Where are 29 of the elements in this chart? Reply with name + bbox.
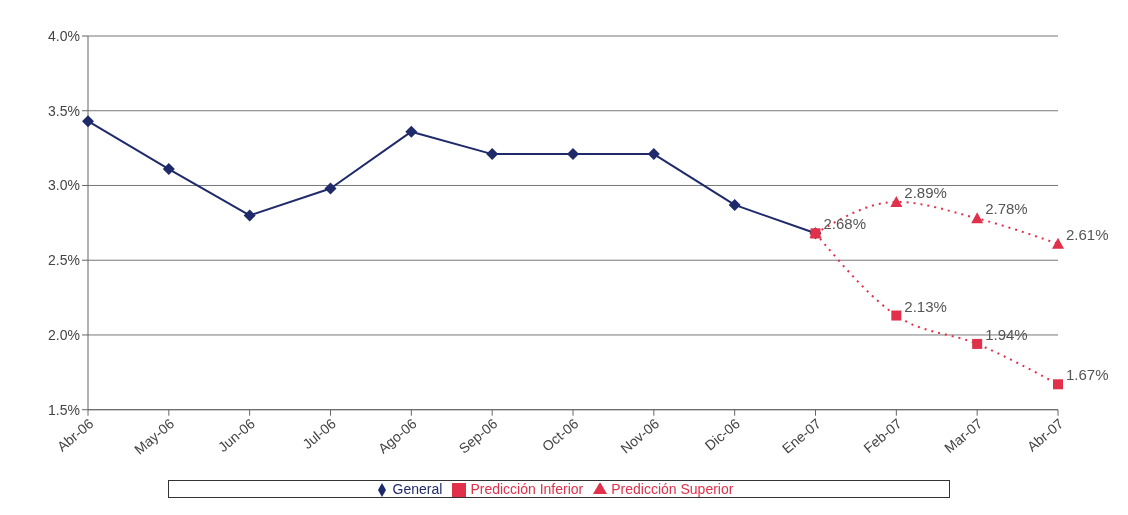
y-tick-label: 3.5% [48, 102, 80, 119]
point [891, 310, 902, 321]
legend-label: Predicción Inferior [470, 480, 584, 497]
point [972, 338, 983, 349]
data-label: 1.67% [1066, 366, 1109, 384]
point [243, 209, 256, 222]
point [728, 198, 741, 211]
point [82, 115, 94, 128]
point [1052, 237, 1064, 249]
point [405, 125, 418, 138]
data-label: 2.61% [1066, 225, 1109, 243]
y-tick-label: 2.0% [48, 326, 80, 343]
data-label: 2.89% [904, 183, 947, 201]
point [890, 195, 903, 207]
y-tick-label: 1.5% [48, 401, 80, 418]
data-label: 1.94% [985, 325, 1028, 343]
point [971, 212, 984, 224]
legend-label: Predicción Superior [611, 480, 734, 497]
point [162, 163, 175, 176]
y-tick-label: 2.5% [48, 252, 80, 269]
y-tick-label: 4.0% [48, 27, 80, 44]
data-label: 2.13% [904, 297, 947, 315]
data-label: 2.78% [985, 200, 1028, 218]
point [324, 182, 337, 195]
y-tick-label: 3.0% [48, 177, 80, 194]
point [567, 148, 579, 161]
point [1053, 379, 1063, 390]
data-label: 2.68% [823, 215, 867, 233]
legend-label: General [392, 480, 443, 497]
